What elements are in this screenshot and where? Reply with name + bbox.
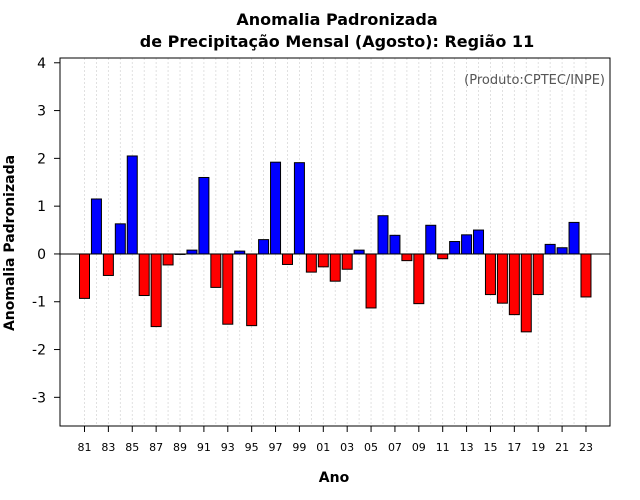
y-tick-label: 2 xyxy=(37,151,46,167)
bar-2005 xyxy=(365,253,377,309)
bar-1999 xyxy=(293,162,305,255)
bar-2016 xyxy=(496,253,508,304)
bar-1982 xyxy=(90,198,102,255)
bar-1987 xyxy=(150,253,162,328)
y-axis-ticks: -3 -2 -1 0 1 2 3 4 xyxy=(32,56,60,406)
bar-1998 xyxy=(281,253,293,265)
x-tick-label: 13 xyxy=(460,441,474,454)
bar-2022 xyxy=(568,221,580,255)
x-axis-ticks: 81 83 85 87 89 91 93 95 97 99 01 03 05 07 09 11 13 15 17 19… xyxy=(78,426,593,454)
bar-2012 xyxy=(449,241,461,255)
x-tick-label: 89 xyxy=(173,441,187,454)
bar-2020 xyxy=(544,243,556,255)
bar-1996 xyxy=(258,239,270,255)
x-tick-label: 85 xyxy=(125,441,139,454)
x-tick-label: 95 xyxy=(245,441,259,454)
x-tick-label: 15 xyxy=(483,441,497,454)
plot-frame xyxy=(59,57,611,427)
bar-2021 xyxy=(556,247,568,255)
y-tick-label: -1 xyxy=(32,295,46,311)
bar-1981 xyxy=(79,253,90,299)
bar-2017 xyxy=(508,253,520,316)
bar-1993 xyxy=(222,253,234,325)
bar-1983 xyxy=(102,253,114,276)
bar-1988 xyxy=(162,253,174,266)
x-axis-label: Ano xyxy=(319,470,350,486)
bar-1995 xyxy=(246,253,258,327)
y-tick-label: 0 xyxy=(37,247,46,263)
bar-2018 xyxy=(520,253,532,333)
y-tick-label: -2 xyxy=(32,343,46,359)
y-tick-label: 4 xyxy=(37,56,46,72)
bar-2015 xyxy=(484,253,496,296)
x-tick-label: 17 xyxy=(507,441,521,454)
bar-1985 xyxy=(126,155,138,255)
bar-1997 xyxy=(270,161,282,255)
x-tick-label: 81 xyxy=(78,441,92,454)
x-tick-label: 99 xyxy=(292,441,306,454)
bar-2004 xyxy=(353,249,365,255)
bar-2006 xyxy=(377,215,389,255)
x-tick-label: 01 xyxy=(316,441,330,454)
x-tick-label: 23 xyxy=(579,441,593,454)
bar-2011 xyxy=(437,253,449,260)
x-tick-label: 09 xyxy=(412,441,426,454)
bar-2003 xyxy=(341,253,353,270)
x-tick-label: 03 xyxy=(340,441,354,454)
bar-1992 xyxy=(210,253,222,288)
x-tick-label: 11 xyxy=(436,441,450,454)
bar-1990 xyxy=(186,249,198,255)
chart-title-line-2: de Precipitação Mensal (Agosto): Região … xyxy=(140,32,534,51)
x-tick-label: 83 xyxy=(101,441,115,454)
bar-2002 xyxy=(329,253,341,282)
source-note: (Produto:CPTEC/INPE) xyxy=(464,73,605,88)
x-tick-label: 87 xyxy=(149,441,163,454)
x-tick-label: 07 xyxy=(388,441,402,454)
bar-2001 xyxy=(317,253,329,268)
bar-2014 xyxy=(473,229,485,255)
bar-2000 xyxy=(305,253,317,273)
y-axis-label: Anomalia Padronizada xyxy=(2,155,18,331)
bar-2009 xyxy=(413,253,425,305)
chart-title-line-1: Anomalia Padronizada xyxy=(236,10,437,29)
bar-1991 xyxy=(198,176,210,255)
x-tick-label: 05 xyxy=(364,441,378,454)
y-tick-label: 1 xyxy=(37,199,46,215)
x-tick-label: 19 xyxy=(531,441,545,454)
bar-2008 xyxy=(401,253,413,262)
bar-1986 xyxy=(138,253,150,297)
bar-2007 xyxy=(389,234,401,255)
bar-2010 xyxy=(425,224,437,255)
y-tick-label: 3 xyxy=(37,104,46,120)
y-tick-label: -3 xyxy=(32,390,46,406)
bar-2023 xyxy=(580,253,592,298)
vertical-gridlines xyxy=(84,58,587,426)
x-tick-label: 97 xyxy=(269,441,283,454)
x-tick-label: 91 xyxy=(197,441,211,454)
bar-1984 xyxy=(114,223,126,255)
x-tick-label: 93 xyxy=(221,441,235,454)
bar-2019 xyxy=(532,253,544,296)
bar-2013 xyxy=(461,234,473,255)
x-tick-label: 21 xyxy=(555,441,569,454)
